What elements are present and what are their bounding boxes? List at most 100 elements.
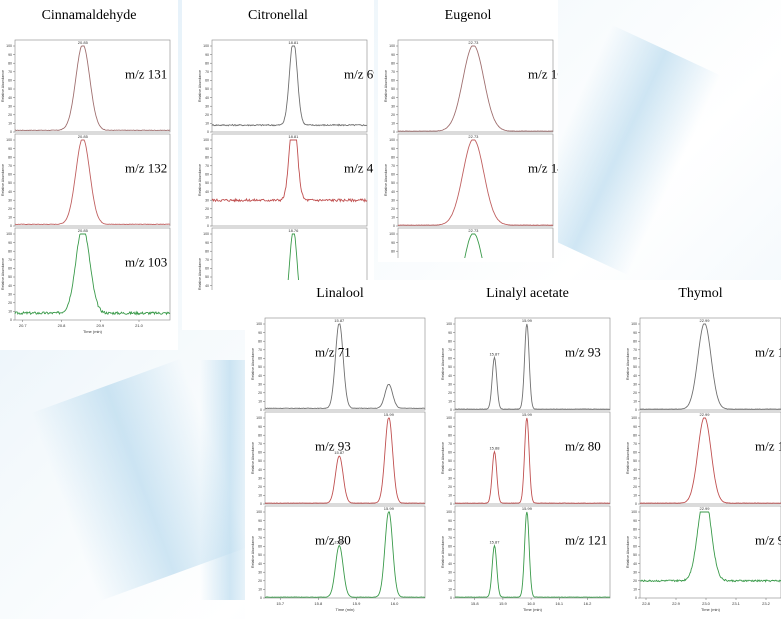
y-tick-label: 90 [8,241,12,245]
peak-label: 15.87 [334,318,345,323]
y-tick-label: 70 [448,536,452,540]
y-tick-label: 90 [391,147,395,151]
y-tick-label: 100 [256,322,262,326]
y-tick-label: 50 [258,459,262,463]
y-tick-label: 70 [205,70,209,74]
subplot-frame [639,317,781,411]
y-tick-label: 20 [8,301,12,305]
y-tick-label: 100 [6,232,12,236]
y-tick-label: 30 [205,292,209,296]
y-tick-label: 50 [8,275,12,279]
x-axis-label: Time (min) [523,607,543,612]
y-axis-label: Relative Abundance [251,536,255,568]
y-tick-label: 70 [205,258,209,262]
y-tick-label: 10 [633,400,637,404]
chart-title: Cinnamaldehyde [41,8,137,23]
y-tick-label: 0 [450,502,452,506]
y-tick-label: 40 [8,190,12,194]
y-tick-label: 10 [205,216,209,220]
y-tick-label: 0 [635,408,637,412]
y-tick-label: 40 [448,562,452,566]
y-tick-label: 100 [203,138,209,142]
y-tick-label: 60 [391,79,395,83]
y-tick-label: 0 [207,130,209,134]
x-tick-label: 20.7 [19,323,28,328]
y-tick-label: 100 [203,44,209,48]
peak-label: 22.99 [699,412,710,417]
y-tick-label: 40 [205,96,209,100]
series-label: m/z 132 [125,161,167,176]
x-axis-label: Time (min) [336,607,356,612]
y-tick-label: 10 [448,400,452,404]
y-tick-label: 50 [205,181,209,185]
y-tick-label: 30 [8,292,12,296]
y-tick-label: 40 [258,562,262,566]
y-tick-label: 10 [448,494,452,498]
y-tick-label: 10 [8,122,12,126]
y-tick-label: 70 [8,70,12,74]
y-tick-label: 20 [633,391,637,395]
series-label: m/z 149 [528,161,570,176]
subplot-frame [639,505,781,599]
subplot-frame [397,39,554,133]
x-tick-label: 23.2 [762,601,771,606]
series-trace [14,233,171,316]
peak-label: 22.99 [699,506,710,511]
y-tick-label: 100 [631,510,637,514]
subplot-frame [264,317,426,411]
series-trace [639,511,781,583]
y-tick-label: 0 [10,224,12,228]
y-tick-label: 0 [207,224,209,228]
y-tick-label: 100 [446,510,452,514]
peak-label: 22.73 [468,40,479,45]
y-tick-label: 30 [633,570,637,574]
series-label: m/z 121 [565,533,607,548]
y-tick-label: 20 [258,391,262,395]
y-tick-label: 70 [391,70,395,74]
y-tick-label: 80 [448,527,452,531]
y-tick-label: 20 [258,579,262,583]
y-tick-label: 90 [633,519,637,523]
y-tick-label: 60 [391,267,395,271]
y-tick-label: 30 [258,570,262,574]
series-trace [464,233,483,258]
y-tick-label: 20 [391,207,395,211]
x-tick-label: 20.8 [58,323,67,328]
series-trace [397,45,554,132]
y-axis-label: Relative Abundance [1,70,5,102]
series-trace [14,45,171,132]
subplot-frame [14,227,171,321]
y-tick-label: 10 [258,400,262,404]
chart-linalyl-acetate: Linalyl acetate 0 10 20 30 40 50 60 70 80 90 100 Re… [435,280,620,619]
y-tick-label: 90 [258,425,262,429]
y-tick-label: 20 [391,113,395,117]
y-tick-label: 90 [391,241,395,245]
y-tick-label: 60 [258,545,262,549]
x-tick-label: 16.1 [555,601,564,606]
y-tick-label: 0 [260,596,262,600]
y-tick-label: 60 [205,79,209,83]
chart-thymol: Thymol 0 10 20 30 40 50 60 70 80 90 100 Relative Ab… [620,280,781,619]
y-axis-label: Relative Abundance [198,164,202,196]
y-tick-label: 90 [258,331,262,335]
y-tick-label: 30 [8,198,12,202]
y-tick-label: 10 [633,494,637,498]
chart-citronellal: Citronellal 0 10 20 30 40 50 60 70 80 90 100 Relati… [182,0,374,330]
y-tick-label: 60 [448,545,452,549]
y-tick-label: 70 [448,442,452,446]
x-tick-label: 16.2 [584,601,593,606]
peak-label: 18.81 [288,40,299,45]
chart-title: Eugenol [444,8,492,23]
y-tick-label: 60 [448,357,452,361]
y-tick-label: 0 [10,318,12,322]
y-tick-label: 30 [391,198,395,202]
peak-label: 15.87 [334,540,345,545]
series-label: m/z 41 [344,161,380,176]
y-tick-label: 20 [205,301,209,305]
y-tick-label: 30 [633,382,637,386]
subplot-frame [264,505,426,599]
x-tick-label: 23.1 [732,601,741,606]
y-tick-label: 70 [633,442,637,446]
y-tick-label: 100 [631,416,637,420]
y-tick-label: 50 [8,87,12,91]
